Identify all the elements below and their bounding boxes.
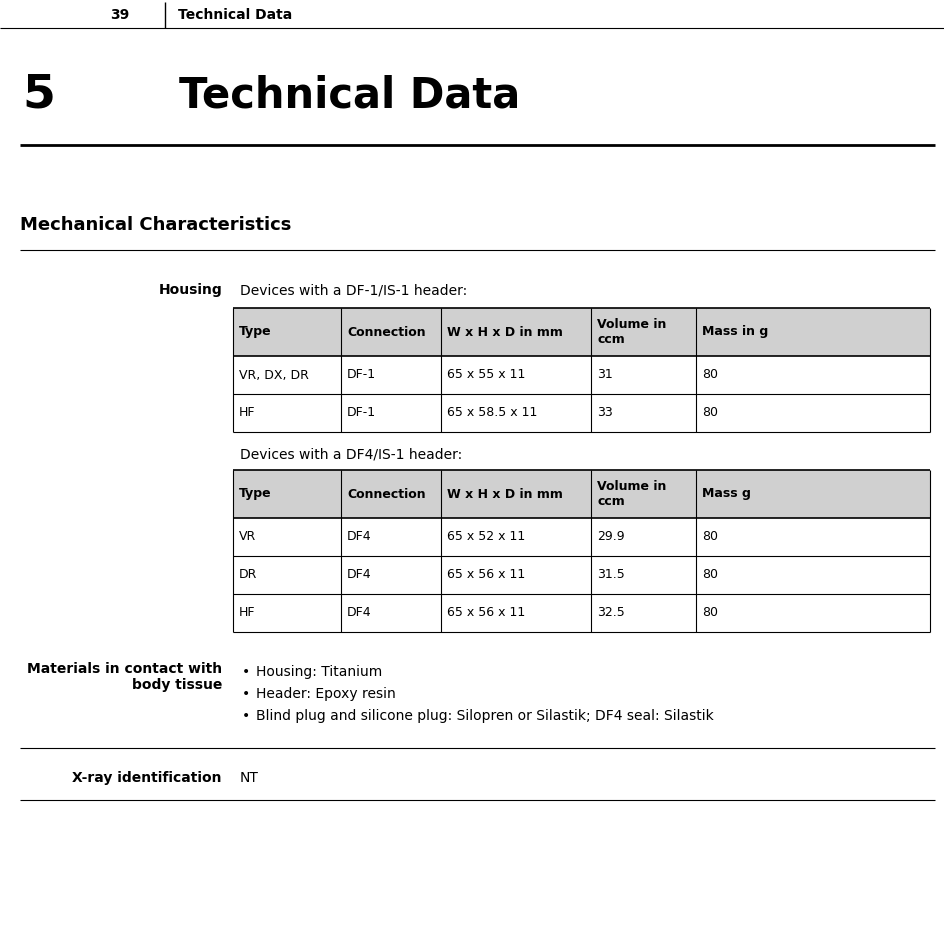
Text: Materials in contact with
body tissue: Materials in contact with body tissue <box>26 662 222 692</box>
Text: 65 x 52 x 11: 65 x 52 x 11 <box>447 531 525 544</box>
Text: 5: 5 <box>22 72 55 117</box>
Text: 31: 31 <box>597 368 612 381</box>
Text: W x H x D in mm: W x H x D in mm <box>447 326 563 339</box>
Text: Housing: Housing <box>158 283 222 297</box>
Text: 65 x 55 x 11: 65 x 55 x 11 <box>447 368 525 381</box>
Text: Header: Epoxy resin: Header: Epoxy resin <box>256 687 396 701</box>
Text: Technical Data: Technical Data <box>179 74 520 116</box>
Text: 32.5: 32.5 <box>597 607 624 620</box>
Text: VR: VR <box>239 531 256 544</box>
Text: VR, DX, DR: VR, DX, DR <box>239 368 309 381</box>
Text: HF: HF <box>239 406 255 420</box>
Text: 80: 80 <box>701 531 717 544</box>
Text: Type: Type <box>239 326 271 339</box>
Bar <box>233 308 929 356</box>
Text: Volume in
ccm: Volume in ccm <box>597 480 666 508</box>
Text: DF-1: DF-1 <box>346 368 376 381</box>
Text: Connection: Connection <box>346 487 425 500</box>
Text: 33: 33 <box>597 406 612 420</box>
Text: DF4: DF4 <box>346 531 371 544</box>
Text: 80: 80 <box>701 607 717 620</box>
Text: Mass in g: Mass in g <box>701 326 767 339</box>
Text: Technical Data: Technical Data <box>177 8 292 22</box>
Text: 39: 39 <box>110 8 129 22</box>
Text: 65 x 56 x 11: 65 x 56 x 11 <box>447 569 525 582</box>
Text: 65 x 56 x 11: 65 x 56 x 11 <box>447 607 525 620</box>
Text: Volume in
ccm: Volume in ccm <box>597 318 666 346</box>
Text: NT: NT <box>240 771 259 785</box>
Bar <box>233 470 929 518</box>
Text: X-ray identification: X-ray identification <box>73 771 222 785</box>
Text: Devices with a DF-1/IS-1 header:: Devices with a DF-1/IS-1 header: <box>240 283 466 297</box>
Text: Housing: Titanium: Housing: Titanium <box>256 665 381 679</box>
Text: 29.9: 29.9 <box>597 531 624 544</box>
Text: 31.5: 31.5 <box>597 569 624 582</box>
Text: DF-1: DF-1 <box>346 406 376 420</box>
Text: •: • <box>242 687 250 701</box>
Text: DF4: DF4 <box>346 569 371 582</box>
Text: W x H x D in mm: W x H x D in mm <box>447 487 563 500</box>
Text: Mechanical Characteristics: Mechanical Characteristics <box>20 216 291 234</box>
Text: Connection: Connection <box>346 326 425 339</box>
Text: 80: 80 <box>701 569 717 582</box>
Text: 65 x 58.5 x 11: 65 x 58.5 x 11 <box>447 406 537 420</box>
Text: DR: DR <box>239 569 257 582</box>
Text: Type: Type <box>239 487 271 500</box>
Text: •: • <box>242 665 250 679</box>
Text: 80: 80 <box>701 406 717 420</box>
Text: Blind plug and silicone plug: Silopren or Silastik; DF4 seal: Silastik: Blind plug and silicone plug: Silopren o… <box>256 709 713 723</box>
Text: •: • <box>242 709 250 723</box>
Text: Mass g: Mass g <box>701 487 750 500</box>
Text: DF4: DF4 <box>346 607 371 620</box>
Text: Devices with a DF4/IS-1 header:: Devices with a DF4/IS-1 header: <box>240 447 462 461</box>
Text: HF: HF <box>239 607 255 620</box>
Text: 80: 80 <box>701 368 717 381</box>
